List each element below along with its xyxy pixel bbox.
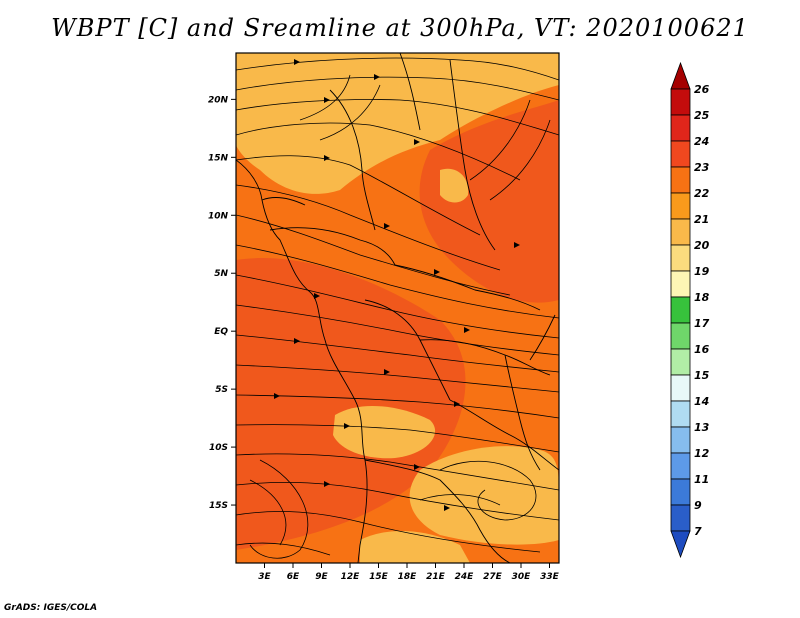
colorbar-segment [670,504,691,532]
colorbar-label: 11 [694,473,709,486]
map-field [236,53,559,563]
colorbar-segment [670,348,691,376]
colorbar-label: 7 [694,525,702,538]
latitude-axis: 20N 15N 10N 5N EQ 5S 10S 15S [208,95,236,511]
lat-label: 15S [209,501,228,511]
colorbar-label: 17 [694,317,710,330]
colorbar: 26 25 24 23 22 21 20 19 18 17 16 15 14 13 12 11 9 7 [670,61,710,559]
lon-label: 18E [398,572,418,582]
colorbar-segment [670,61,691,90]
colorbar-label: 21 [694,213,709,226]
wbpt-field-warm-west [236,258,466,550]
colorbar-segment [670,88,691,116]
lon-label: 3E [258,572,271,582]
lon-label: 12E [341,572,361,582]
colorbar-segment [670,478,691,506]
colorbar-segment [670,452,691,480]
colorbar-segment [670,270,691,298]
colorbar-label: 20 [694,239,710,252]
wbpt-field-cool-northeast [440,168,469,203]
colorbar-segment [670,374,691,402]
lon-label: 27E [483,572,503,582]
colorbar-label: 25 [694,109,710,122]
colorbar-label: 16 [694,343,710,356]
lat-label: 10N [208,211,229,221]
colorbar-label: 13 [694,421,710,434]
colorbar-label: 23 [694,161,710,174]
colorbar-label: 18 [694,291,710,304]
colorbar-label: 19 [694,265,710,278]
lat-label: 15N [208,153,229,163]
colorbar-label: 26 [694,83,710,96]
page-title: WBPT [C] and Sreamline at 300hPa, VT: 20… [51,14,749,42]
country-boundaries [236,53,559,563]
colorbar-label: 22 [694,187,710,200]
colorbar-label: 9 [694,499,702,512]
lat-label: 5S [215,385,228,395]
lon-label: 30E [512,572,532,582]
colorbar-label: 24 [694,135,709,148]
map-frame [235,52,560,564]
wbpt-field-cool-north [236,53,559,194]
lon-label: 21E [426,572,446,582]
lon-label: 24E [455,572,475,582]
grads-credit: GrADS: IGES/COLA [4,603,98,613]
colorbar-segment [670,218,691,246]
wbpt-field-cool-center [333,405,436,459]
colorbar-label: 14 [694,395,709,408]
colorbar-segment [670,530,691,559]
colorbar-label: 15 [694,369,710,382]
longitude-axis: 3E 6E 9E 12E 15E 18E 21E 24E 27E 30E 33E [258,563,560,582]
colorbar-segment [670,426,691,454]
colorbar-segment [670,322,691,350]
lat-label: EQ [214,327,228,337]
lon-label: 33E [540,572,560,582]
colorbar-segment [670,192,691,220]
colorbar-segment [670,244,691,272]
colorbar-segment [670,166,691,194]
lat-label: 20N [208,95,229,105]
colorbar-segment [670,400,691,428]
lat-label: 5N [214,269,228,279]
colorbar-segment [670,296,691,324]
lon-label: 9E [315,572,328,582]
lon-label: 15E [369,572,389,582]
lat-label: 10S [209,443,228,453]
colorbar-segment [670,114,691,142]
colorbar-label: 12 [694,447,710,460]
colorbar-segment [670,140,691,168]
wbpt-field-cool-south [409,446,559,545]
streamline-arrows [274,59,520,511]
lon-label: 6E [287,572,300,582]
